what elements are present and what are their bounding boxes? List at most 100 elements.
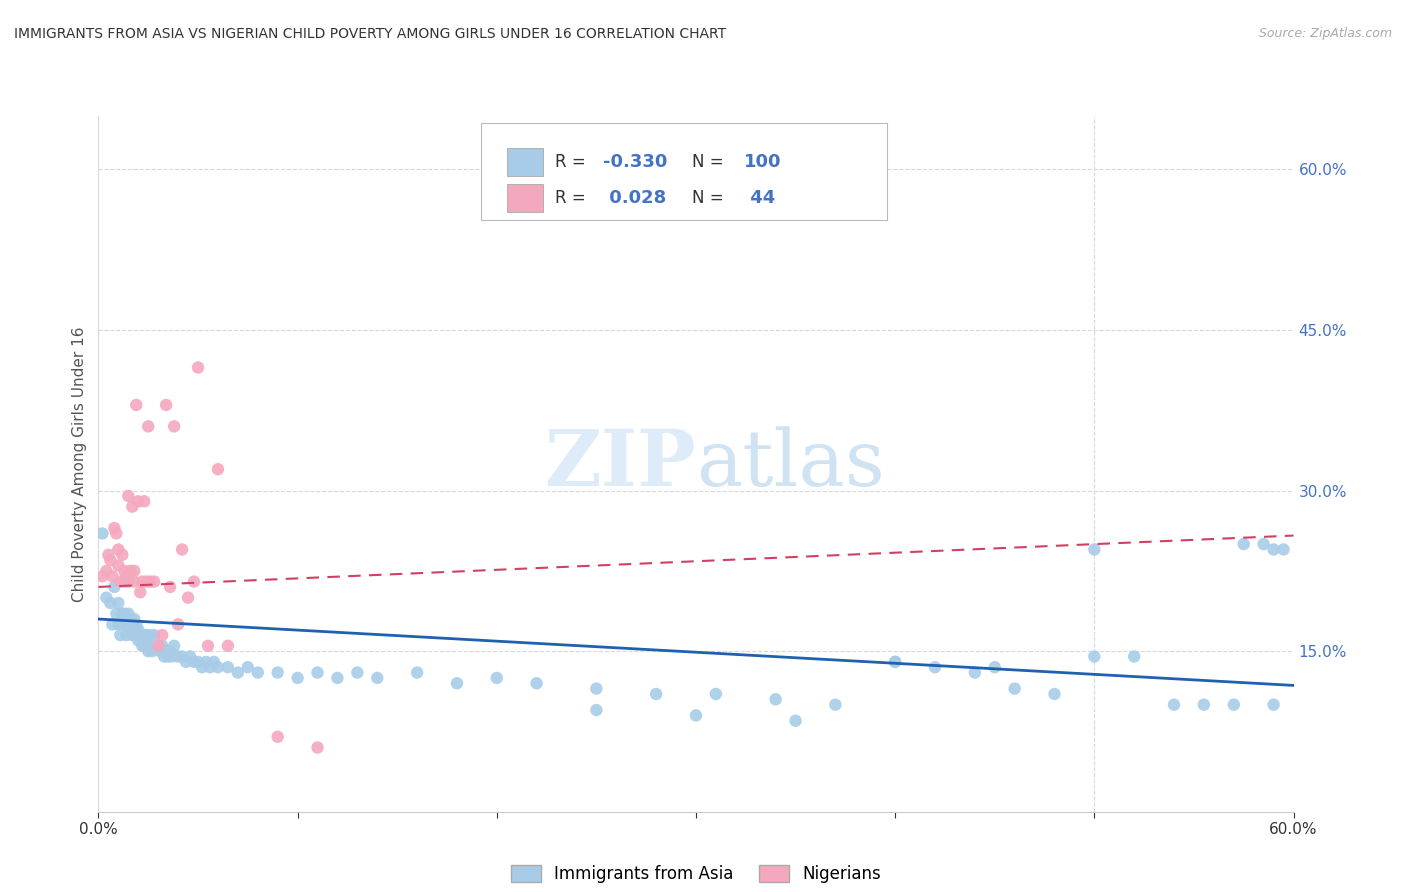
Point [115,617,138,632]
Point [160,649,183,664]
Point [124,612,146,626]
Point [1004,681,1026,696]
Point [100,596,122,610]
Point [167,617,190,632]
Point [346,665,368,680]
Text: Source: ZipAtlas.com: Source: ZipAtlas.com [1258,27,1392,40]
Point [139,574,162,589]
Point [366,671,388,685]
Point [103,580,125,594]
Text: R =: R = [555,153,591,170]
Point [91,569,114,583]
Point [149,644,172,658]
Point [207,462,229,476]
Point [1083,542,1105,557]
Point [1222,698,1246,712]
Point [177,591,200,605]
Point [924,660,946,674]
Point [159,580,181,594]
Point [172,649,194,664]
FancyBboxPatch shape [481,123,887,220]
Point [143,628,166,642]
Point [125,398,148,412]
Point [124,574,146,589]
Point [105,607,128,621]
Point [111,548,134,562]
Point [326,671,349,685]
Bar [508,148,543,176]
Point [704,687,727,701]
Point [1083,649,1105,664]
Point [287,671,309,685]
Point [195,655,218,669]
Point [226,665,249,680]
Point [685,708,707,723]
Text: 100: 100 [744,153,782,170]
Point [129,628,152,642]
Point [236,660,259,674]
Text: ZIP: ZIP [544,425,696,502]
Point [198,660,221,674]
Point [103,521,125,535]
Point [824,698,846,712]
Point [139,628,162,642]
Point [143,639,166,653]
Point [91,526,114,541]
Point [207,660,229,674]
Point [155,644,177,658]
Point [307,665,329,680]
Point [97,548,120,562]
Point [105,526,128,541]
Point [1272,542,1295,557]
Point [585,681,607,696]
Point [96,564,118,578]
Point [129,585,152,599]
Point [159,644,181,658]
Point [157,649,180,664]
Point [117,574,139,589]
Point [153,649,176,664]
Point [120,623,142,637]
Point [217,639,239,653]
Point [167,649,190,664]
Point [131,639,153,653]
Point [526,676,548,690]
Point [107,617,129,632]
Point [112,607,135,621]
Point [267,730,290,744]
Point [136,644,159,658]
Point [117,617,139,632]
Point [1253,537,1275,551]
Legend: Immigrants from Asia, Nigerians: Immigrants from Asia, Nigerians [510,865,882,883]
Point [124,623,146,637]
Point [217,660,239,674]
Text: -0.330: -0.330 [603,153,666,170]
Point [125,617,148,632]
Text: atlas: atlas [696,426,884,501]
Point [134,639,156,653]
Point [163,639,186,653]
Point [111,607,134,621]
Text: N =: N = [692,189,730,207]
Point [148,639,170,653]
Point [1123,649,1146,664]
Point [115,569,138,583]
Point [1263,542,1285,557]
Text: R =: R = [555,189,591,207]
Point [100,553,122,567]
Text: 0.028: 0.028 [603,189,666,207]
Point [120,564,142,578]
Point [645,687,668,701]
Point [134,494,156,508]
Point [446,676,468,690]
Point [115,628,138,642]
Point [406,665,429,680]
Point [96,591,118,605]
Point [112,564,135,578]
Point [1263,698,1285,712]
Point [179,649,201,664]
Point [141,644,163,658]
Point [785,714,807,728]
Point [136,633,159,648]
Point [121,617,143,632]
